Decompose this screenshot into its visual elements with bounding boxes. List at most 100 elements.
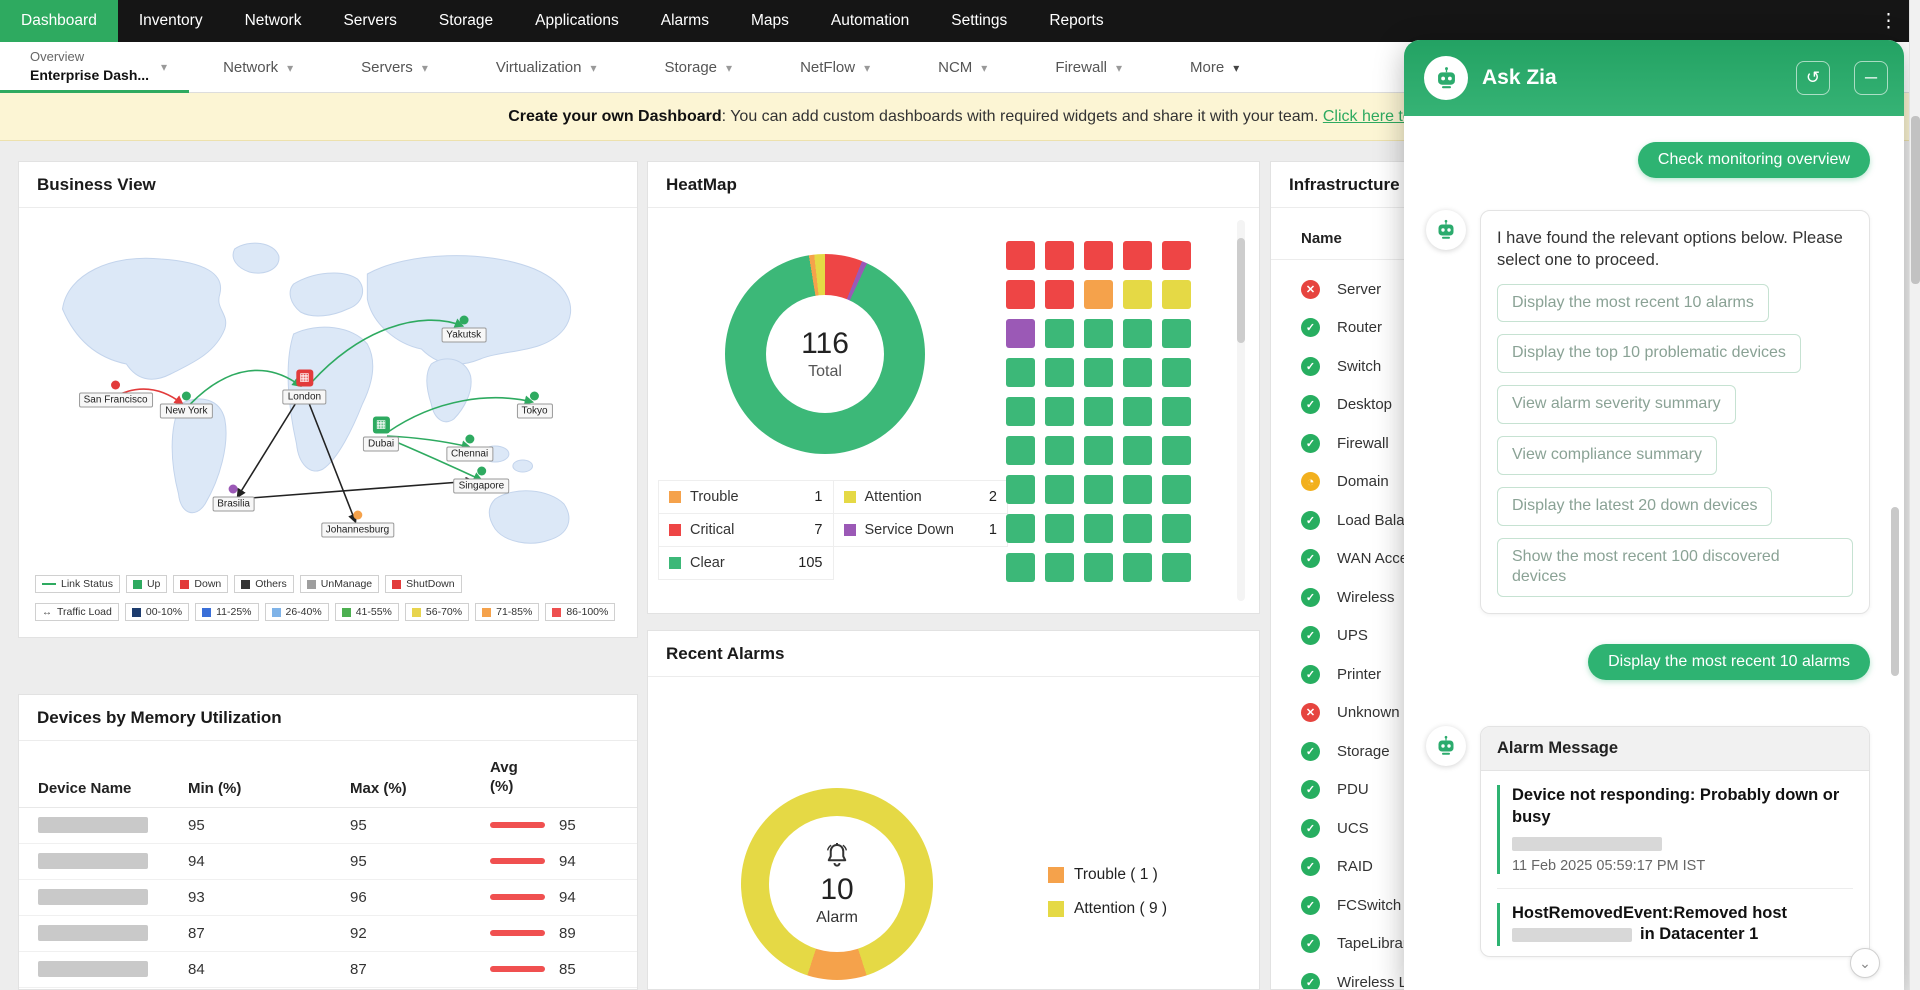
table-row[interactable]: 87 92 89 (19, 916, 637, 952)
map-node-singapore[interactable]: Singapore (453, 466, 510, 494)
zia-option-6[interactable]: Show the most recent 100 discovered devi… (1497, 537, 1853, 598)
nav-item-dashboard[interactable]: Dashboard (0, 0, 118, 42)
infra-row-domain[interactable]: Domain (1271, 463, 1901, 502)
heatmap-cell-critical[interactable] (1045, 241, 1074, 270)
table-row[interactable]: 84 87 85 (19, 952, 637, 988)
infra-row-unknown[interactable]: Unknown (1271, 694, 1901, 733)
zia-scrollbar[interactable] (1891, 136, 1899, 980)
heatmap-cell-clear[interactable] (1045, 514, 1074, 543)
heatmap-cell-clear[interactable] (1162, 475, 1191, 504)
heatmap-cell-clear[interactable] (1006, 358, 1035, 387)
infra-row-fcswitch[interactable]: FCSwitch (1271, 886, 1901, 925)
map-node-london[interactable]: ▦ London (282, 369, 327, 405)
heatmap-cell-clear[interactable] (1162, 319, 1191, 348)
tab-netflow[interactable]: NetFlow (766, 42, 904, 92)
heatmap-cell-clear[interactable] (1162, 553, 1191, 582)
nav-item-settings[interactable]: Settings (951, 12, 1008, 29)
nav-item-network[interactable]: Network (244, 12, 302, 29)
heatmap-cell-clear[interactable] (1123, 553, 1152, 582)
infra-row-server[interactable]: Server (1271, 270, 1901, 309)
heatmap-cell-clear[interactable] (1123, 514, 1152, 543)
scroll-to-bottom-button[interactable]: ⌄ (1850, 948, 1880, 978)
heatmap-cell-critical[interactable] (1045, 280, 1074, 309)
heatmap-cell-clear[interactable] (1006, 475, 1035, 504)
zia-check-monitoring-overview-button[interactable]: Check monitoring overview (1637, 142, 1870, 178)
infra-row-ucs[interactable]: UCS (1271, 809, 1901, 848)
map-node-brasilia[interactable]: Brasilia (212, 484, 255, 512)
zia-scrollbar-thumb[interactable] (1891, 507, 1899, 677)
nav-item-applications[interactable]: Applications (535, 12, 619, 29)
heatmap-cell-attention[interactable] (1123, 280, 1152, 309)
tab-network[interactable]: Network (189, 42, 327, 92)
table-row[interactable]: 95 95 95 (19, 808, 637, 844)
nav-item-storage[interactable]: Storage (438, 12, 494, 29)
tab-servers[interactable]: Servers (327, 42, 462, 92)
tab-virtualization[interactable]: Virtualization (462, 42, 631, 92)
infra-row-desktop[interactable]: Desktop (1271, 386, 1901, 425)
tab-ncm[interactable]: NCM (904, 42, 1021, 92)
heatmap-cell-clear[interactable] (1045, 397, 1074, 426)
nav-item-maps[interactable]: Maps (750, 12, 789, 29)
alarm-item[interactable]: Device not responding: Probably down or … (1497, 785, 1853, 874)
heatmap-cell-clear[interactable] (1162, 436, 1191, 465)
heatmap-cell-clear[interactable] (1045, 319, 1074, 348)
heatmap-cell-clear[interactable] (1006, 436, 1035, 465)
table-row[interactable]: 94 95 94 (19, 844, 637, 880)
nav-item-alarms[interactable]: Alarms (660, 12, 709, 29)
chevron-down-icon[interactable] (161, 58, 167, 76)
banner-link[interactable]: Click here to (1322, 107, 1412, 125)
heatmap-cell-critical[interactable] (1123, 241, 1152, 270)
heatmap-cell-clear[interactable] (1084, 514, 1113, 543)
map-node-tokyo[interactable]: Tokyo (516, 391, 553, 419)
map-node-san-francisco[interactable]: San Francisco (78, 380, 153, 408)
zia-option-5[interactable]: Display the latest 20 down devices (1497, 486, 1773, 526)
heatmap-cell-critical[interactable] (1084, 241, 1113, 270)
map-node-new-york[interactable]: New York (160, 391, 213, 419)
infra-row-firewall[interactable]: Firewall (1271, 424, 1901, 463)
infra-row-tapelibrary[interactable]: TapeLibrary (1271, 925, 1901, 964)
infra-row-raid[interactable]: RAID (1271, 848, 1901, 887)
infra-row-switch[interactable]: Switch (1271, 347, 1901, 386)
heatmap-cell-clear[interactable] (1123, 358, 1152, 387)
zia-reset-icon[interactable]: ↺ (1796, 61, 1830, 95)
infra-row-router[interactable]: Router (1271, 309, 1901, 348)
nav-item-inventory[interactable]: Inventory (138, 12, 203, 29)
heatmap-cell-clear[interactable] (1045, 358, 1074, 387)
nav-item-reports[interactable]: Reports (1049, 12, 1104, 29)
heatmap-cell-clear[interactable] (1045, 475, 1074, 504)
tab-more[interactable]: More (1156, 42, 1273, 92)
overflow-menu-icon[interactable]: ⋮ (1879, 10, 1898, 32)
zia-option-3[interactable]: View alarm severity summary (1497, 385, 1736, 424)
heatmap-cell-critical[interactable] (1006, 241, 1035, 270)
heatmap-cell-clear[interactable] (1162, 358, 1191, 387)
map-node-chennai[interactable]: Chennai (445, 434, 494, 462)
page-scrollbar[interactable] (1909, 0, 1920, 990)
zia-option-4[interactable]: View compliance summary (1497, 435, 1717, 475)
tab-storage[interactable]: Storage (630, 42, 766, 92)
heatmap-cell-clear[interactable] (1006, 397, 1035, 426)
heatmap-cell-critical[interactable] (1006, 280, 1035, 309)
infra-row-pdu[interactable]: PDU (1271, 771, 1901, 810)
heatmap-cell-clear[interactable] (1084, 475, 1113, 504)
heatmap-cell-clear[interactable] (1123, 436, 1152, 465)
heatmap-cell-clear[interactable] (1084, 397, 1113, 426)
heatmap-cell-clear[interactable] (1123, 475, 1152, 504)
infra-row-printer[interactable]: Printer (1271, 655, 1901, 694)
table-row[interactable]: 93 96 94 (19, 880, 637, 916)
heatmap-cell-clear[interactable] (1084, 553, 1113, 582)
heatmap-cell-clear[interactable] (1084, 358, 1113, 387)
heatmap-cell-attention[interactable] (1162, 280, 1191, 309)
heatmap-cell-clear[interactable] (1006, 553, 1035, 582)
map-node-dubai[interactable]: ▦ Dubai (363, 416, 400, 452)
page-scrollbar-thumb[interactable] (1911, 116, 1920, 284)
infra-row-ups[interactable]: UPS (1271, 617, 1901, 656)
heatmap-cell-clear[interactable] (1123, 319, 1152, 348)
zia-user-message-pill[interactable]: Display the most recent 10 alarms (1588, 644, 1870, 681)
heatmap-cell-clear[interactable] (1123, 397, 1152, 426)
heatmap-cell-clear[interactable] (1045, 553, 1074, 582)
heatmap-cell-service-down[interactable] (1006, 319, 1035, 348)
map-node-johannesburg[interactable]: Johannesburg (320, 510, 395, 538)
alarm-item[interactable]: HostRemovedEvent:Removed host in Datacen… (1497, 902, 1853, 946)
heatmap-cell-clear[interactable] (1084, 319, 1113, 348)
map-node-yakutsk[interactable]: Yakutsk (441, 315, 487, 343)
